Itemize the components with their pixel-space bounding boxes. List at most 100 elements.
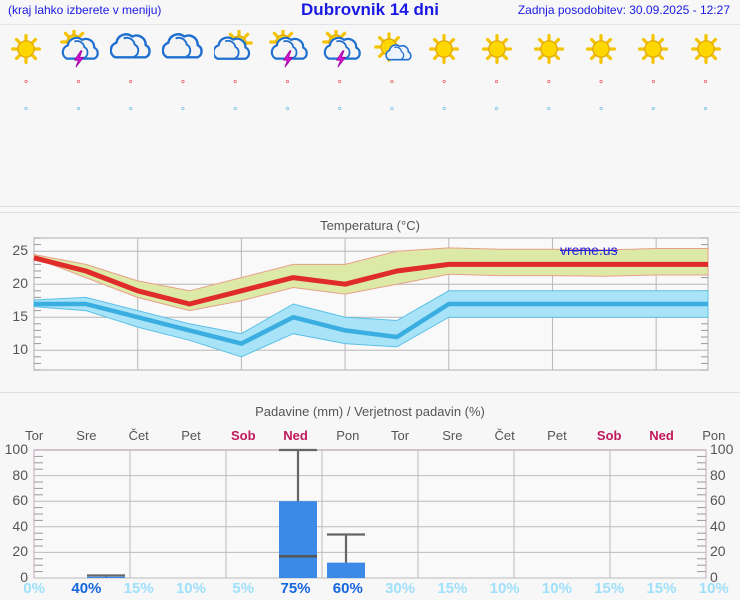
- precip-y-tick-right: 100: [710, 441, 734, 457]
- strip-divider-top: [0, 206, 740, 207]
- weather-icon-sun: [627, 30, 679, 70]
- forecast-day-column[interactable]: ° °: [575, 26, 627, 206]
- weather-icon-sun-cloud: [209, 29, 261, 70]
- max-temperature: °: [651, 79, 656, 91]
- min-temperature: °: [76, 105, 81, 118]
- temperature-plot: [33, 237, 709, 371]
- precip-probability-label: 15%: [123, 580, 154, 597]
- precip-y-tick-right: 80: [710, 466, 726, 483]
- precipitation-chart: Padavine (mm) / Verjetnost padavin (%) T…: [0, 400, 740, 600]
- precip-day-label: Ned: [649, 428, 674, 443]
- precip-probability-label: 5%: [232, 580, 255, 597]
- forecast-day-column[interactable]: ° °: [679, 26, 731, 206]
- weather-icon-cloud: [157, 30, 209, 70]
- weather-icon-sun-cloud-thunder: [52, 28, 104, 70]
- min-temperature: °: [703, 105, 708, 118]
- forecast-day-column[interactable]: ° °: [470, 26, 522, 206]
- temperature-chart: Temperatura (°C) vreme.us 10 15 20 25: [0, 216, 740, 388]
- precip-y-tick-left: 0: [20, 569, 28, 585]
- min-temperature: °: [180, 105, 186, 118]
- max-temperature: °: [442, 79, 447, 91]
- precip-day-label: Čet: [128, 428, 149, 443]
- weather-icon-sun-smallcloud: [366, 30, 418, 70]
- max-temperature: °: [546, 79, 551, 91]
- max-temperature: °: [232, 79, 238, 91]
- min-temperature: °: [285, 105, 290, 118]
- last-updated: Zadnja posodobitev: 30.09.2025 - 12:27: [517, 3, 730, 17]
- weather-icon-sun: [679, 30, 731, 70]
- precip-day-label: Sre: [442, 428, 463, 443]
- weather-icon-sun: [470, 30, 522, 70]
- precip-y-tick-right: 20: [710, 543, 726, 560]
- weather-icon-sun-cloud-thunder: [314, 28, 366, 70]
- precip-day-label: Ned: [283, 428, 308, 443]
- precip-y-tick-right: 0: [710, 569, 718, 585]
- max-temperature: °: [180, 79, 186, 91]
- precip-day-label: Sob: [596, 428, 622, 443]
- min-temperature: °: [442, 105, 447, 118]
- precip-probability-label: 30%: [385, 580, 416, 597]
- weather-icon-sun: [575, 30, 627, 70]
- min-temperature: °: [546, 105, 551, 118]
- precip-day-label: Pet: [181, 428, 201, 443]
- strip-divider-bottom: [0, 212, 740, 213]
- precip-probability-label: 0%: [23, 580, 45, 597]
- weather-icon-sun: [523, 30, 575, 70]
- forecast-day-column[interactable]: ° °: [627, 26, 679, 206]
- precip-probability-label: 10%: [541, 580, 572, 597]
- forecast-day-column[interactable]: ° °: [209, 26, 261, 206]
- max-temperature: °: [76, 79, 81, 91]
- precip-day-label: Sre: [76, 428, 97, 443]
- precip-y-tick-left: 80: [12, 466, 28, 483]
- precip-probability-label: 15%: [646, 580, 677, 597]
- max-temperature: °: [598, 79, 604, 91]
- precip-day-label: Pon: [702, 428, 726, 443]
- weather-icon-sun: [0, 30, 52, 70]
- header-divider: [0, 24, 740, 25]
- forecast-day-column[interactable]: ° °: [366, 26, 418, 206]
- min-temperature: °: [337, 105, 342, 118]
- temperature-y-tick: 15: [12, 308, 28, 325]
- forecast-day-column[interactable]: ° °: [0, 26, 52, 206]
- precip-y-tick-left: 60: [12, 492, 28, 509]
- temperature-y-tick: 20: [12, 275, 28, 292]
- forecast-day-column[interactable]: ° °: [418, 26, 470, 206]
- max-temperature: °: [337, 79, 342, 91]
- min-temperature: °: [651, 105, 656, 118]
- weather-icon-sun: [418, 30, 470, 70]
- max-temperature: °: [494, 79, 499, 91]
- precip-day-label: Tor: [391, 428, 410, 443]
- precip-y-tick-left: 100: [4, 441, 28, 457]
- precip-probability-label: 60%: [332, 580, 363, 597]
- temp-precip-divider: [0, 392, 740, 393]
- precip-probability-label: 10%: [175, 580, 206, 597]
- location-hint: (kraj lahko izberete v meniju): [8, 3, 162, 17]
- precip-day-label: Pon: [336, 428, 360, 443]
- precip-probability-label: 75%: [280, 580, 311, 597]
- precip-probability-label: 15%: [594, 580, 625, 597]
- forecast-day-column[interactable]: ° °: [105, 26, 157, 206]
- precip-y-tick-right: 60: [710, 492, 726, 509]
- precipitation-chart-title: Padavine (mm) / Verjetnost padavin (%): [255, 404, 485, 419]
- max-temperature: °: [23, 79, 29, 91]
- precip-probability-label: 10%: [489, 580, 520, 597]
- page-title: Dubrovnik 14 dni: [301, 0, 439, 19]
- forecast-day-column[interactable]: ° °: [314, 26, 366, 206]
- temperature-y-tick: 10: [12, 341, 28, 358]
- precip-y-tick-right: 40: [710, 517, 726, 534]
- max-temperature: °: [285, 79, 290, 91]
- weather-icon-cloud: [105, 30, 157, 70]
- forecast-day-column[interactable]: ° °: [261, 26, 313, 206]
- precip-day-label: Pet: [547, 428, 567, 443]
- precip-probability-label: 15%: [437, 580, 468, 597]
- max-temperature: °: [128, 79, 133, 91]
- precip-y-tick-left: 40: [12, 517, 28, 534]
- forecast-day-column[interactable]: ° °: [157, 26, 209, 206]
- min-temperature: °: [598, 105, 604, 118]
- forecast-day-column[interactable]: ° °: [523, 26, 575, 206]
- min-temperature: °: [232, 105, 238, 118]
- min-temperature: °: [494, 105, 499, 118]
- precip-probability-label: 10%: [698, 580, 729, 597]
- precip-y-tick-left: 20: [12, 543, 28, 560]
- forecast-day-column[interactable]: ° °: [52, 26, 104, 206]
